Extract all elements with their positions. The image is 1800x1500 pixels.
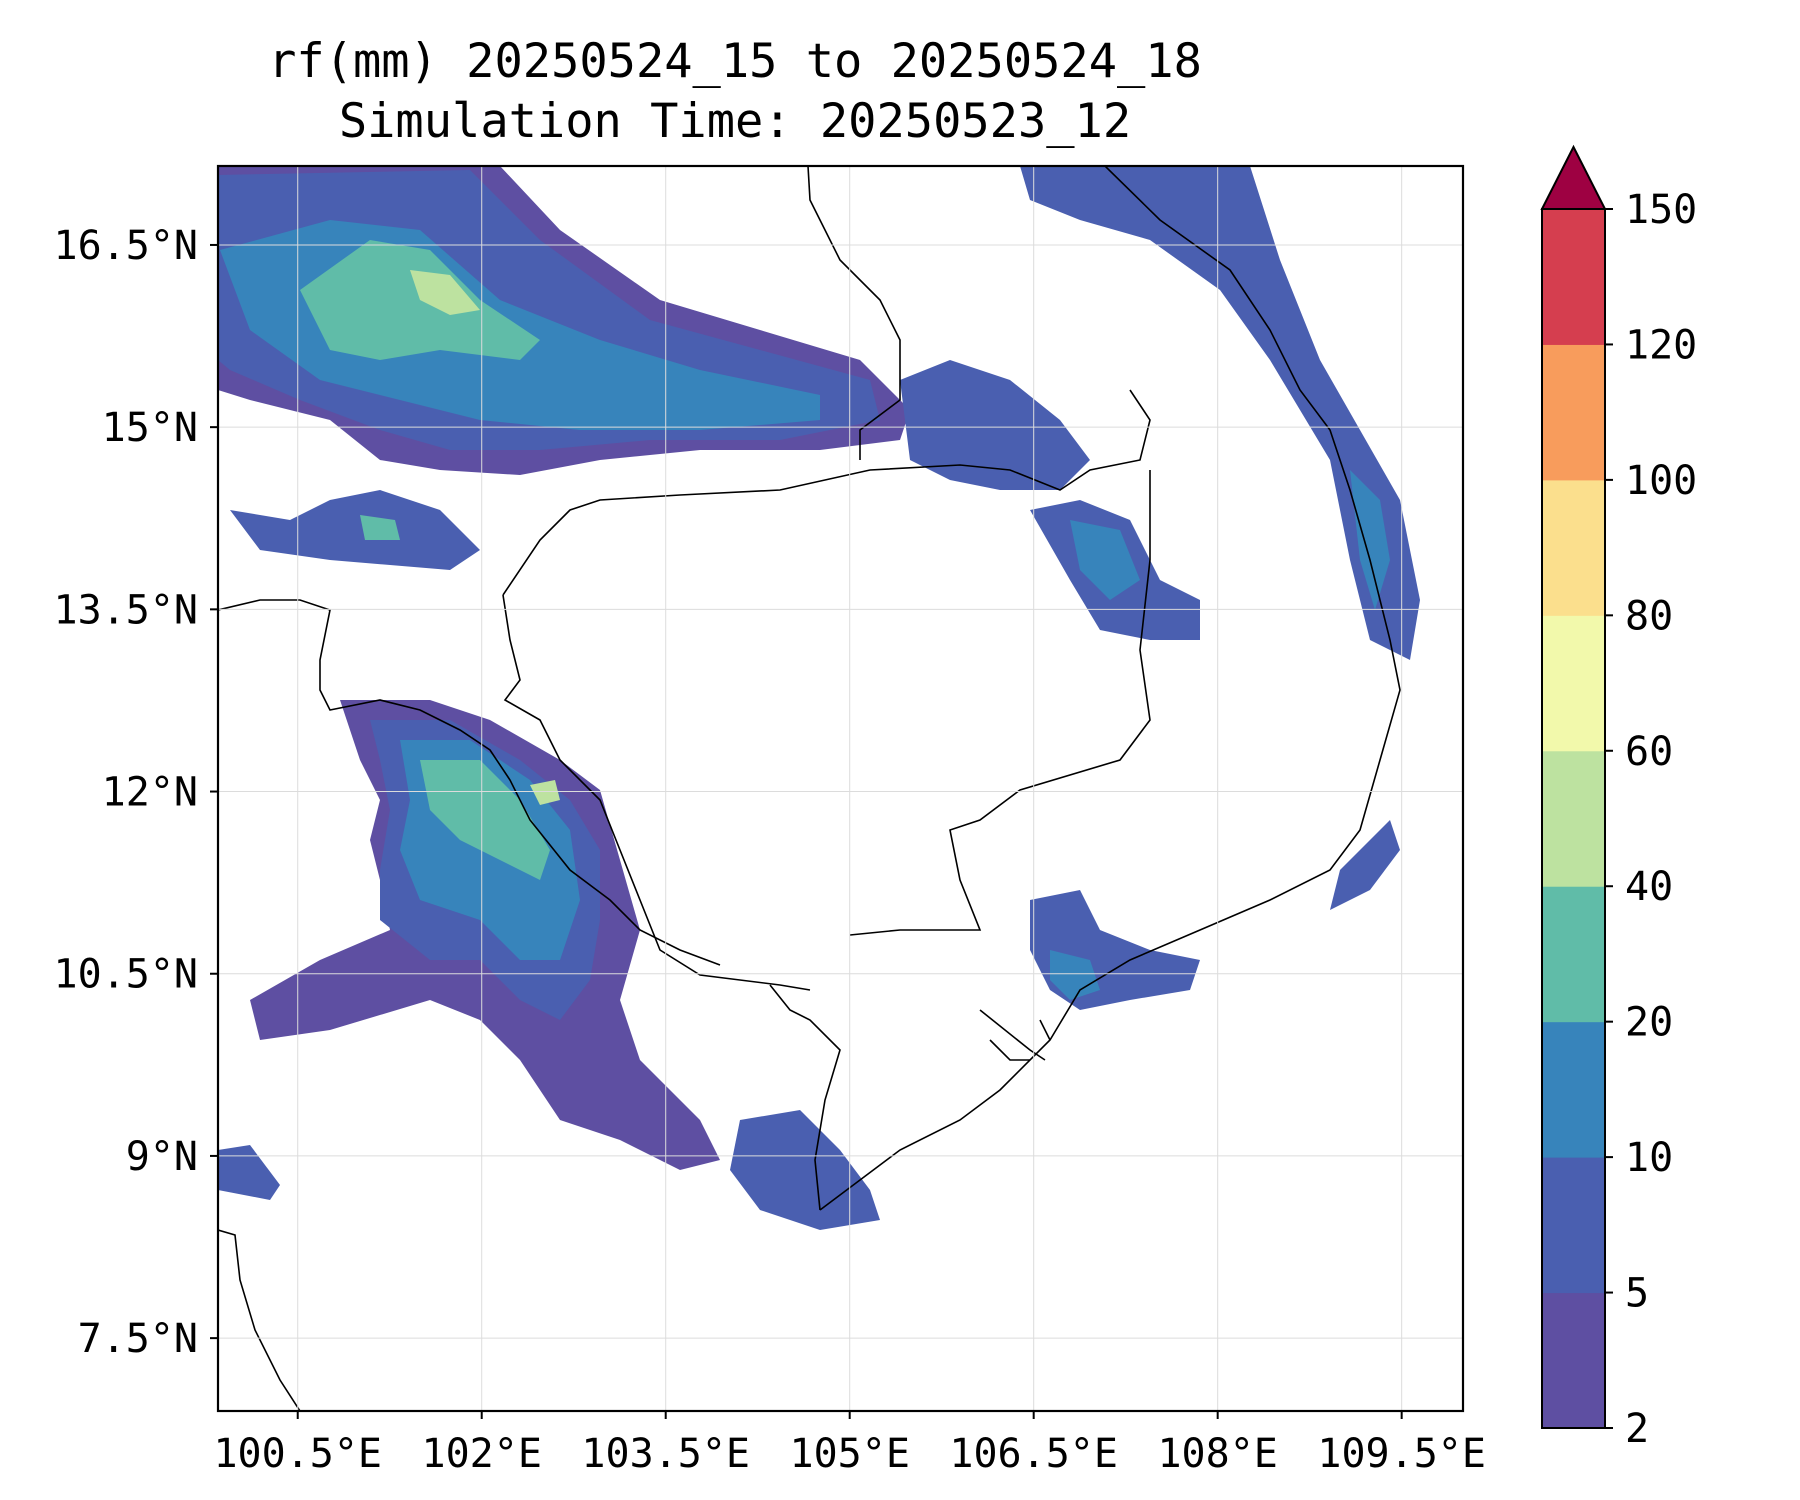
colorbar-tick-label: 40 — [1625, 864, 1673, 910]
x-tick-label: 103.5°E — [581, 1431, 750, 1477]
rain-region-south-tip — [730, 1110, 880, 1230]
x-tick-label: 108°E — [1157, 1431, 1277, 1477]
title-line-2: Simulation Time: 20250523_12 — [338, 94, 1132, 149]
colorbar-segment — [1542, 750, 1605, 887]
x-tick-label: 109.5°E — [1317, 1431, 1486, 1477]
rain-region-14n-inner — [360, 515, 400, 540]
rain-region-sw-corner — [218, 1145, 280, 1200]
border-vietnam-cambodia — [849, 470, 1151, 936]
y-axis: 16.5°N 15°N 13.5°N 12°N 10.5°N 9°N 7.5°N — [54, 223, 218, 1362]
colorbar-tick-label: 150 — [1625, 187, 1697, 233]
colorbar-segment — [1542, 886, 1605, 1023]
colorbar-tick-label: 100 — [1625, 458, 1697, 504]
rain-region-central-east — [900, 360, 1090, 490]
colorbar-tick-label: 20 — [1625, 1000, 1673, 1046]
colorbar-tick-label: 80 — [1625, 593, 1673, 639]
colorbar-segment — [1542, 1292, 1605, 1429]
boundaries — [218, 166, 1401, 1411]
y-tick-label: 9°N — [126, 1134, 198, 1180]
rain-region-ne-coast-10 — [1350, 470, 1390, 610]
colorbar-segment — [1542, 344, 1605, 481]
x-tick-label: 100.5°E — [213, 1431, 382, 1477]
colorbar: 2 5 10 20 40 60 80 100 120 150 — [1540, 144, 1697, 1452]
colorbar-segment — [1542, 479, 1605, 616]
rain-region-sw-gulf-40 — [530, 780, 560, 805]
rain-region-sw-gulf-20 — [420, 760, 550, 880]
rain-region-east-patch-10 — [1070, 520, 1140, 600]
y-tick-label: 16.5°N — [54, 223, 199, 269]
gridlines — [218, 166, 1463, 1411]
colorbar-tick-label: 10 — [1625, 1135, 1673, 1181]
coast-gulf-east — [769, 984, 841, 1211]
colorbar-tick-label: 5 — [1625, 1271, 1649, 1317]
colorbar-tick-label: 120 — [1625, 322, 1697, 368]
rain-region-14n — [230, 490, 480, 570]
x-tick-label: 106.5°E — [949, 1431, 1118, 1477]
map-frame — [216, 164, 1465, 1413]
border-thailand-cambodia — [502, 594, 811, 991]
x-tick-label: 105°E — [789, 1431, 909, 1477]
y-tick-label: 13.5°N — [54, 587, 199, 633]
coast-thailand-west — [218, 599, 721, 966]
coast-vietnam-east — [819, 166, 1401, 1211]
rain-region-se-coast — [1330, 820, 1400, 910]
colorbar-segment — [1542, 1157, 1605, 1294]
y-tick-label: 10.5°N — [54, 952, 199, 998]
rain-region-nw-band-40 — [410, 270, 480, 315]
x-axis: 100.5°E 102°E 103.5°E 105°E 106.5°E 108°E 109.… — [213, 1411, 1486, 1477]
x-tick-label: 102°E — [422, 1431, 542, 1477]
colorbar-segment — [1542, 1021, 1605, 1158]
title-line-1: rf(mm) 20250524_15 to 20250524_18 — [268, 34, 1202, 89]
y-tick-label: 7.5°N — [78, 1316, 198, 1362]
rain-region-mekong-delta-10 — [1050, 950, 1100, 1000]
rain-region-ne-coast — [1020, 166, 1420, 660]
mekong-delta-islands — [979, 1009, 1051, 1061]
coast-malay — [218, 1229, 301, 1411]
map-area — [218, 166, 1463, 1411]
colorbar-tick-label: 2 — [1625, 1406, 1649, 1452]
colorbar-tick-label: 60 — [1625, 729, 1673, 775]
border-cambodia-north — [502, 389, 1151, 596]
rainfall-fields — [218, 166, 1420, 1230]
colorbar-segment — [1542, 615, 1605, 752]
border-laos-vietnam — [807, 166, 901, 460]
colorbar-extend-arrow — [1540, 144, 1607, 210]
y-tick-label: 15°N — [102, 405, 198, 451]
y-tick-label: 12°N — [102, 770, 198, 816]
colorbar-frame — [1541, 208, 1606, 1429]
colorbar-segment — [1542, 209, 1605, 345]
